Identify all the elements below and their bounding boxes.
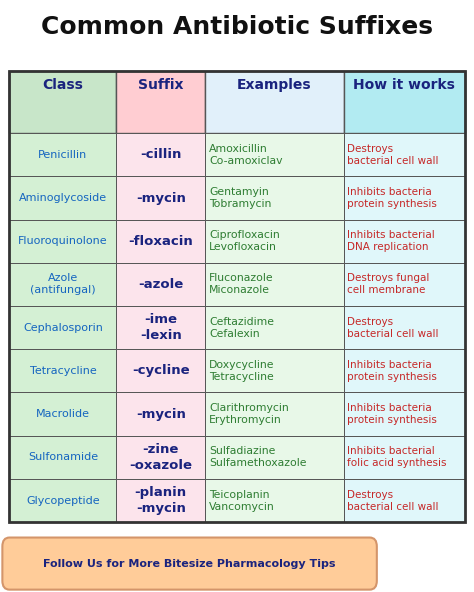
FancyBboxPatch shape bbox=[205, 71, 344, 133]
FancyBboxPatch shape bbox=[344, 392, 465, 436]
Text: Examples: Examples bbox=[237, 78, 312, 92]
FancyBboxPatch shape bbox=[117, 133, 205, 176]
FancyBboxPatch shape bbox=[205, 220, 344, 263]
Text: Glycopeptide: Glycopeptide bbox=[26, 496, 100, 506]
Text: -mycin: -mycin bbox=[136, 408, 186, 420]
FancyBboxPatch shape bbox=[117, 220, 205, 263]
Text: Ciprofloxacin
Levofloxacin: Ciprofloxacin Levofloxacin bbox=[209, 230, 280, 252]
FancyBboxPatch shape bbox=[117, 176, 205, 220]
FancyBboxPatch shape bbox=[205, 479, 344, 522]
Text: Doxycycline
Tetracycline: Doxycycline Tetracycline bbox=[209, 360, 274, 382]
FancyBboxPatch shape bbox=[205, 392, 344, 436]
FancyBboxPatch shape bbox=[205, 133, 344, 176]
FancyBboxPatch shape bbox=[205, 436, 344, 479]
Text: Macrolide: Macrolide bbox=[36, 409, 90, 419]
Text: Inhibits bacteria
protein synthesis: Inhibits bacteria protein synthesis bbox=[347, 360, 437, 382]
FancyBboxPatch shape bbox=[117, 479, 205, 522]
Text: -cillin: -cillin bbox=[140, 149, 182, 161]
Text: Follow Us for More Bitesize Pharmacology Tips: Follow Us for More Bitesize Pharmacology… bbox=[43, 559, 336, 568]
FancyBboxPatch shape bbox=[344, 71, 465, 133]
FancyBboxPatch shape bbox=[9, 71, 117, 133]
FancyBboxPatch shape bbox=[344, 220, 465, 263]
Text: -zine
-oxazole: -zine -oxazole bbox=[129, 443, 192, 472]
Text: Gentamyin
Tobramycin: Gentamyin Tobramycin bbox=[209, 187, 271, 209]
Text: -cycline: -cycline bbox=[132, 365, 190, 377]
Text: -ime
-lexin: -ime -lexin bbox=[140, 313, 182, 342]
Text: Inhibits bacteria
protein synthesis: Inhibits bacteria protein synthesis bbox=[347, 403, 437, 425]
FancyBboxPatch shape bbox=[344, 133, 465, 176]
FancyBboxPatch shape bbox=[205, 176, 344, 220]
Text: How it works: How it works bbox=[353, 78, 455, 92]
Text: -planin
-mycin: -planin -mycin bbox=[135, 486, 187, 515]
FancyBboxPatch shape bbox=[9, 349, 117, 392]
FancyBboxPatch shape bbox=[117, 392, 205, 436]
Text: -mycin: -mycin bbox=[136, 192, 186, 204]
Text: Suffix: Suffix bbox=[138, 78, 183, 92]
Text: Tetracycline: Tetracycline bbox=[29, 366, 96, 376]
Text: Cephalosporin: Cephalosporin bbox=[23, 323, 103, 333]
Text: Sulfadiazine
Sulfamethoxazole: Sulfadiazine Sulfamethoxazole bbox=[209, 446, 306, 468]
Text: Inhibits bacterial
folic acid synthesis: Inhibits bacterial folic acid synthesis bbox=[347, 446, 447, 468]
Text: Common Antibiotic Suffixes: Common Antibiotic Suffixes bbox=[41, 15, 433, 38]
FancyBboxPatch shape bbox=[9, 133, 117, 176]
FancyBboxPatch shape bbox=[2, 538, 377, 590]
FancyBboxPatch shape bbox=[205, 263, 344, 306]
Text: Aminoglycoside: Aminoglycoside bbox=[19, 193, 107, 203]
FancyBboxPatch shape bbox=[344, 263, 465, 306]
FancyBboxPatch shape bbox=[117, 306, 205, 349]
FancyBboxPatch shape bbox=[9, 263, 117, 306]
FancyBboxPatch shape bbox=[9, 176, 117, 220]
Text: Clarithromycin
Erythromycin: Clarithromycin Erythromycin bbox=[209, 403, 289, 425]
Text: -azole: -azole bbox=[138, 278, 183, 291]
FancyBboxPatch shape bbox=[9, 479, 117, 522]
Text: Penicillin: Penicillin bbox=[38, 150, 88, 160]
FancyBboxPatch shape bbox=[9, 436, 117, 479]
FancyBboxPatch shape bbox=[205, 306, 344, 349]
FancyBboxPatch shape bbox=[205, 349, 344, 392]
Text: Destroys fungal
cell membrane: Destroys fungal cell membrane bbox=[347, 274, 429, 295]
FancyBboxPatch shape bbox=[117, 71, 205, 133]
Text: Fluoroquinolone: Fluoroquinolone bbox=[18, 236, 108, 246]
FancyBboxPatch shape bbox=[117, 263, 205, 306]
FancyBboxPatch shape bbox=[344, 349, 465, 392]
FancyBboxPatch shape bbox=[344, 436, 465, 479]
FancyBboxPatch shape bbox=[344, 306, 465, 349]
Text: Destroys
bacterial cell wall: Destroys bacterial cell wall bbox=[347, 144, 438, 166]
Text: Inhibits bacteria
protein synthesis: Inhibits bacteria protein synthesis bbox=[347, 187, 437, 209]
Text: Destroys
bacterial cell wall: Destroys bacterial cell wall bbox=[347, 490, 438, 511]
Text: Amoxicillin
Co-amoxiclav: Amoxicillin Co-amoxiclav bbox=[209, 144, 283, 166]
FancyBboxPatch shape bbox=[117, 349, 205, 392]
FancyBboxPatch shape bbox=[9, 392, 117, 436]
Text: Ceftazidime
Cefalexin: Ceftazidime Cefalexin bbox=[209, 317, 274, 339]
Text: Inhibits bacterial
DNA replication: Inhibits bacterial DNA replication bbox=[347, 230, 435, 252]
FancyBboxPatch shape bbox=[9, 306, 117, 349]
FancyBboxPatch shape bbox=[344, 176, 465, 220]
FancyBboxPatch shape bbox=[9, 220, 117, 263]
FancyBboxPatch shape bbox=[117, 436, 205, 479]
Text: Azole
(antifungal): Azole (antifungal) bbox=[30, 274, 96, 295]
Text: Destroys
bacterial cell wall: Destroys bacterial cell wall bbox=[347, 317, 438, 339]
Text: Class: Class bbox=[43, 78, 83, 92]
FancyBboxPatch shape bbox=[344, 479, 465, 522]
Text: -floxacin: -floxacin bbox=[128, 235, 193, 247]
Text: Fluconazole
Miconazole: Fluconazole Miconazole bbox=[209, 274, 273, 295]
Text: Sulfonamide: Sulfonamide bbox=[28, 452, 98, 462]
Text: Teicoplanin
Vancomycin: Teicoplanin Vancomycin bbox=[209, 490, 275, 511]
